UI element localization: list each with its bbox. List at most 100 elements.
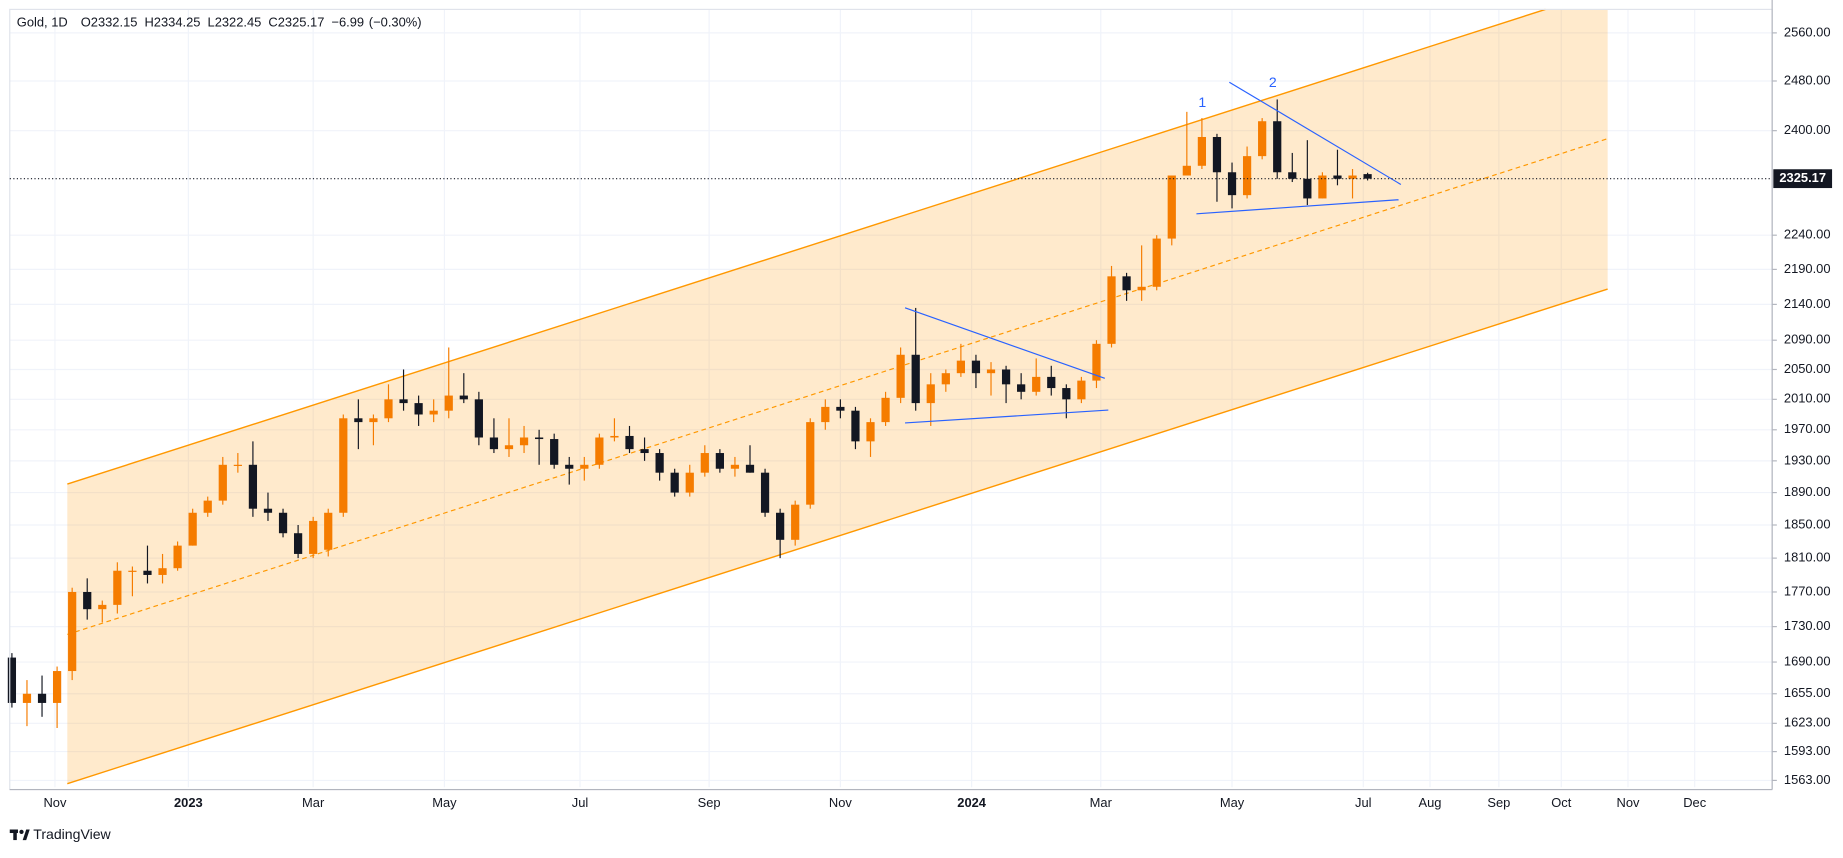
candle-body	[188, 512, 197, 546]
y-tick-label: 1850.00	[1784, 516, 1831, 531]
annotation: 2	[1269, 74, 1277, 90]
y-tick-label: 1730.00	[1784, 618, 1831, 633]
x-tick-label: May	[1220, 795, 1245, 810]
y-tick-label: 1623.00	[1784, 715, 1831, 730]
candle-body	[293, 533, 303, 554]
candle-body	[1348, 175, 1357, 179]
candle-body	[203, 500, 212, 513]
candle-body	[1152, 238, 1161, 287]
candle-body	[1077, 380, 1086, 400]
candle-body	[1363, 174, 1372, 179]
ohlc-prefix: H	[144, 15, 153, 30]
candle-body	[760, 472, 770, 513]
candle-body	[1107, 276, 1116, 344]
candle-body	[926, 384, 935, 404]
candle-body	[806, 422, 815, 505]
candle-body	[1318, 175, 1327, 199]
candle-body	[956, 360, 966, 374]
ohlc-prefix: L	[208, 15, 215, 30]
candle-body	[881, 397, 890, 423]
y-tick-label: 2090.00	[1784, 332, 1831, 347]
candle-body	[158, 568, 167, 575]
ohlc-prefix: O	[81, 15, 91, 30]
candle-body	[595, 437, 604, 465]
last-price-box	[1773, 169, 1833, 189]
x-tick-label: Nov	[829, 795, 852, 810]
candle-body	[128, 570, 137, 572]
candle-body	[83, 591, 92, 610]
y-tick-label: 1890.00	[1784, 484, 1831, 499]
channel-mid	[67, 138, 1608, 636]
candle-body	[354, 418, 363, 423]
y-tick-label: 1563.00	[1784, 772, 1831, 787]
candle-body	[233, 464, 242, 466]
candle-body	[113, 570, 122, 605]
trend-line	[1196, 199, 1399, 215]
last-price-label: 2325.17	[1779, 170, 1826, 185]
candle-body	[1092, 343, 1101, 381]
trend-line	[904, 307, 1105, 379]
y-tick-label: 1770.00	[1784, 583, 1831, 598]
candle-body	[685, 472, 694, 493]
grid	[9, 9, 1773, 788]
candle-body	[399, 399, 408, 404]
candle-body	[98, 604, 107, 610]
trend-line	[1229, 81, 1402, 185]
candle-body	[670, 472, 679, 493]
x-tick-label: Oct	[1551, 795, 1571, 810]
trend-line	[905, 409, 1109, 424]
y-tick-label: 1655.00	[1784, 685, 1831, 700]
candle-body	[971, 360, 981, 374]
candle-body	[519, 437, 529, 446]
candle-body	[655, 453, 664, 473]
candle-body	[1047, 376, 1056, 389]
ohlc-prefix: C	[268, 15, 277, 30]
x-tick-label: Mar	[1090, 795, 1113, 810]
ohlc-value: 2322.45	[215, 15, 262, 30]
candle-body	[580, 464, 589, 469]
y-tick-label: 2140.00	[1784, 296, 1831, 311]
candle-body	[1333, 175, 1342, 179]
x-tick-label: Nov	[1616, 795, 1639, 810]
y-tick-label: 1593.00	[1784, 743, 1831, 758]
candle-body	[1137, 286, 1146, 291]
x-tick-label: Sep	[698, 795, 721, 810]
candle-body	[414, 403, 423, 415]
candle-body	[384, 399, 393, 419]
y-tick-label: 1810.00	[1784, 550, 1831, 565]
x-tick-label: Dec	[1683, 795, 1706, 810]
candle-body	[1182, 165, 1191, 176]
candle-body	[745, 464, 755, 473]
channel-upper	[67, 8, 1546, 485]
candle-body	[218, 464, 227, 501]
candle-body	[52, 671, 62, 703]
candle-body	[941, 373, 950, 385]
axes: 2560.00 2480.00 2400.00 2240.00 2190.00 2140.…	[9, 24, 1833, 810]
candle-body	[1032, 376, 1041, 392]
y-tick-label: 2010.00	[1784, 391, 1831, 406]
x-tick-label: Mar	[302, 795, 325, 810]
x-tick-label: 2024	[957, 795, 987, 810]
candle-body	[173, 545, 182, 569]
candle-body	[1227, 172, 1237, 196]
y-tick-label: 2240.00	[1784, 227, 1831, 242]
candle-body	[37, 693, 47, 703]
candle-body	[776, 512, 785, 540]
y-tick-label: 2480.00	[1784, 72, 1831, 87]
candle-body	[1017, 384, 1026, 392]
candle-body	[1288, 172, 1297, 179]
candle-body	[1062, 388, 1071, 400]
candle-body	[535, 437, 544, 440]
x-tick-label: 2023	[174, 795, 203, 810]
candle-body	[248, 464, 258, 509]
candle-body	[911, 354, 920, 404]
channel-lower	[67, 288, 1608, 785]
candle-body	[821, 406, 830, 423]
candle-body	[1001, 369, 1011, 385]
candle-body	[1212, 136, 1222, 173]
candle-body	[851, 410, 860, 442]
candle-body	[504, 445, 514, 450]
candle-body	[1122, 276, 1131, 291]
channel-fill	[67, 9, 1608, 784]
